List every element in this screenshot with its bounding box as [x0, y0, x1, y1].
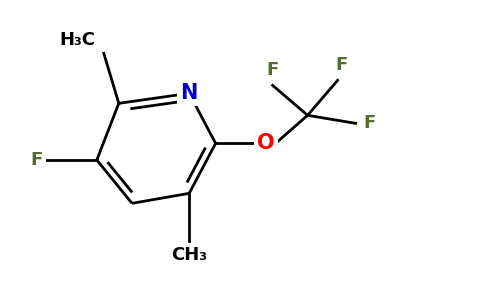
Text: F: F: [267, 61, 279, 79]
Text: O: O: [257, 133, 274, 153]
Text: CH₃: CH₃: [171, 246, 207, 264]
Text: F: F: [363, 114, 376, 132]
Text: F: F: [335, 56, 348, 74]
Text: N: N: [181, 83, 198, 103]
Text: F: F: [30, 151, 43, 169]
Text: H₃C: H₃C: [60, 31, 96, 49]
